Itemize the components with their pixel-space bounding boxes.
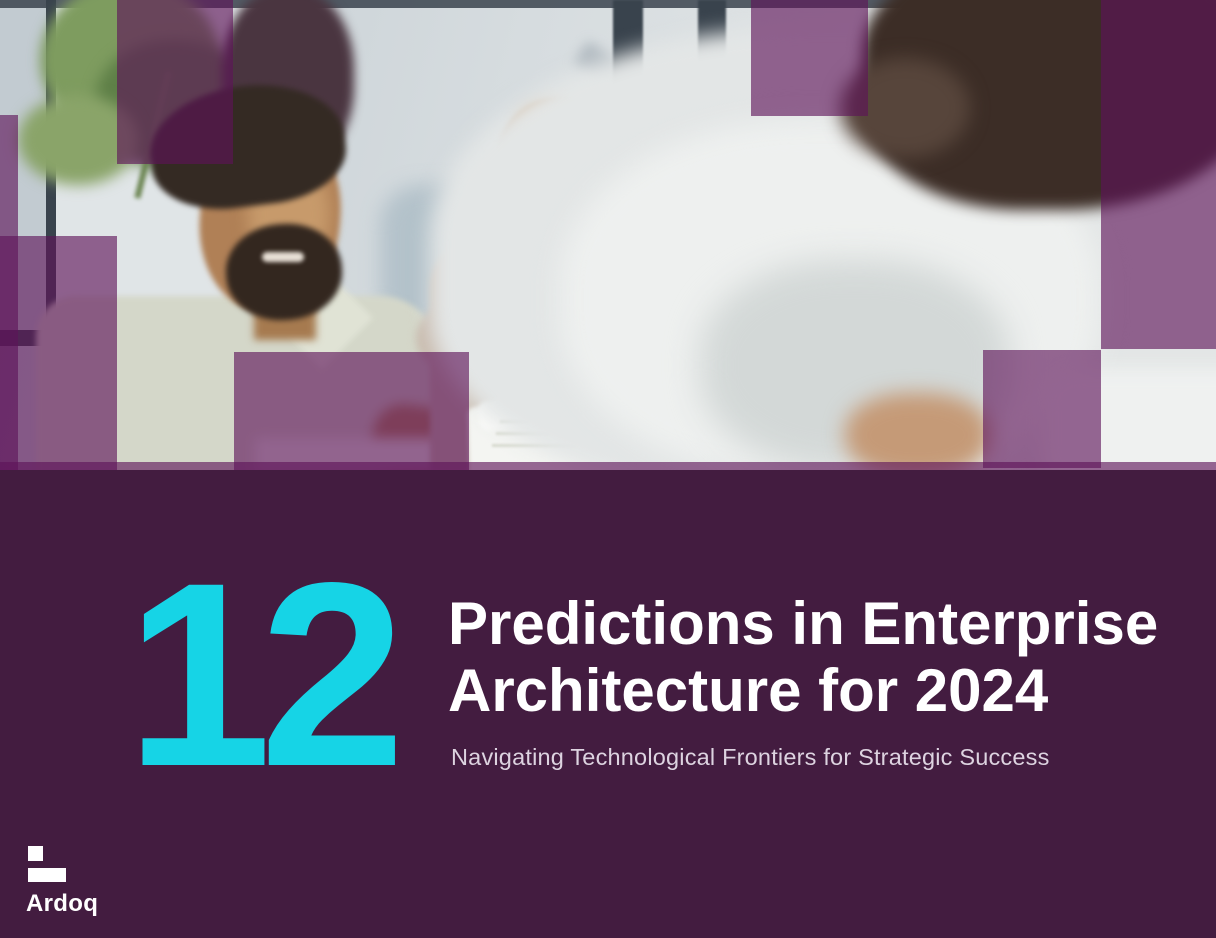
hero-photo xyxy=(0,0,1216,470)
window-frame xyxy=(0,0,1216,8)
cover-title-line2: Architecture for 2024 xyxy=(448,657,1049,725)
big-number: 12 xyxy=(126,528,405,821)
purple-overlay-rect xyxy=(983,350,1101,468)
purple-overlay-rect xyxy=(117,0,233,164)
cover-subtitle: Navigating Technological Frontiers for S… xyxy=(451,744,1050,770)
logo-square-shape xyxy=(28,846,43,861)
cover-title: Predictions in Enterprise Architecture f… xyxy=(448,590,1158,724)
ardoq-logo-text: Ardoq xyxy=(26,890,99,917)
purple-overlay-rect xyxy=(1101,0,1216,349)
person-foreground-hand xyxy=(845,393,990,470)
ardoq-logo-mark-icon xyxy=(26,846,98,882)
cover-title-line1: Predictions in Enterprise xyxy=(448,590,1159,657)
purple-overlay-rect xyxy=(0,236,117,470)
purple-overlay-rect xyxy=(0,462,1216,470)
title-section xyxy=(0,470,1216,938)
person-left-smile xyxy=(262,252,304,262)
logo-bar-shape xyxy=(28,868,66,882)
purple-overlay-rect xyxy=(751,0,868,116)
ardoq-logo: Ardoq xyxy=(26,846,98,918)
purple-overlay-rect xyxy=(234,352,469,470)
